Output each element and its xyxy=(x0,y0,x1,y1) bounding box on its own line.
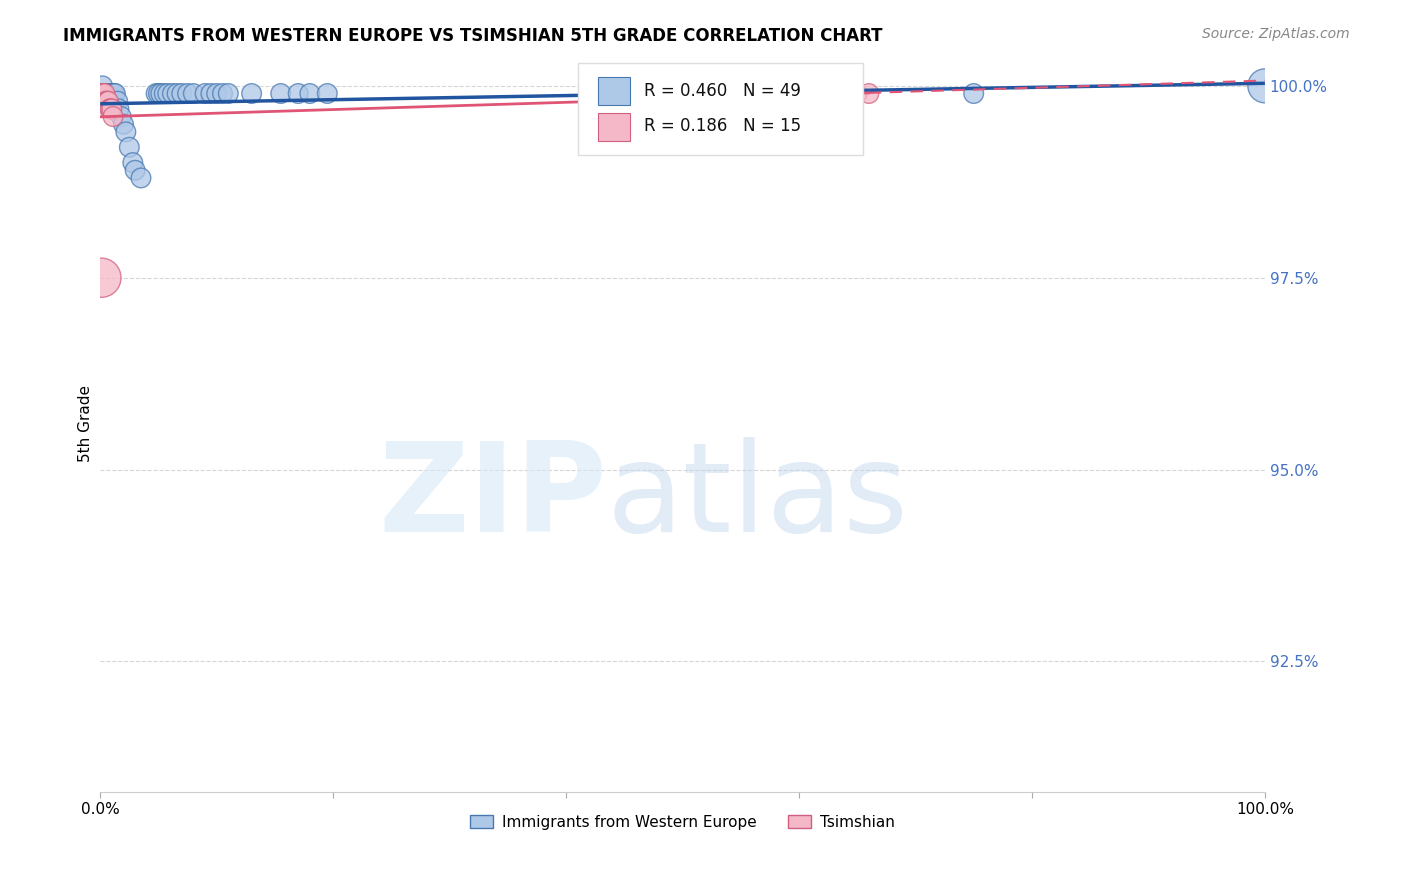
Point xyxy=(800,87,823,101)
Point xyxy=(98,102,121,116)
Point xyxy=(97,87,120,101)
Point xyxy=(240,87,263,101)
Point xyxy=(648,87,671,101)
Point xyxy=(1254,78,1277,93)
Point xyxy=(183,87,205,101)
Point xyxy=(100,87,122,101)
FancyBboxPatch shape xyxy=(578,62,863,154)
Point xyxy=(94,87,117,101)
Point xyxy=(100,102,122,116)
Point xyxy=(96,94,118,108)
Point xyxy=(205,87,228,101)
Point xyxy=(97,94,120,108)
Point xyxy=(170,87,193,101)
Point xyxy=(124,163,146,178)
Point xyxy=(101,87,124,101)
Point xyxy=(156,87,179,101)
Bar xyxy=(598,112,630,141)
Point xyxy=(118,140,141,154)
Point xyxy=(107,94,129,108)
Point xyxy=(846,87,869,101)
Point xyxy=(148,87,170,101)
Point xyxy=(93,87,115,101)
Text: ZIP: ZIP xyxy=(378,437,607,558)
Point xyxy=(217,87,239,101)
Point xyxy=(90,270,112,285)
Point xyxy=(91,87,114,101)
Point xyxy=(298,87,321,101)
Point xyxy=(104,87,127,101)
Point xyxy=(166,87,188,101)
Point xyxy=(101,102,124,116)
Y-axis label: 5th Grade: 5th Grade xyxy=(79,385,93,462)
Point xyxy=(94,94,117,108)
Point xyxy=(94,87,117,101)
Point xyxy=(834,87,856,101)
Point xyxy=(121,155,143,169)
Point xyxy=(153,87,176,101)
Point xyxy=(963,87,986,101)
Point xyxy=(176,87,198,101)
Point xyxy=(194,87,217,101)
Point xyxy=(110,110,132,124)
Point xyxy=(94,87,117,101)
Text: R = 0.460   N = 49: R = 0.460 N = 49 xyxy=(644,81,801,100)
Point xyxy=(145,87,167,101)
Point xyxy=(114,125,136,139)
Point xyxy=(90,94,112,108)
Point xyxy=(858,87,880,101)
Point xyxy=(200,87,222,101)
Point xyxy=(149,87,172,101)
Point xyxy=(101,87,124,101)
Point xyxy=(287,87,309,101)
Point xyxy=(98,87,121,101)
Text: IMMIGRANTS FROM WESTERN EUROPE VS TSIMSHIAN 5TH GRADE CORRELATION CHART: IMMIGRANTS FROM WESTERN EUROPE VS TSIMSH… xyxy=(63,27,883,45)
Point xyxy=(316,87,339,101)
Point xyxy=(103,87,125,101)
Point xyxy=(162,87,184,101)
Point xyxy=(90,87,112,101)
Legend: Immigrants from Western Europe, Tsimshian: Immigrants from Western Europe, Tsimshia… xyxy=(464,809,901,836)
Bar xyxy=(598,78,630,105)
Point xyxy=(108,102,131,116)
Text: R = 0.186   N = 15: R = 0.186 N = 15 xyxy=(644,117,801,135)
Point xyxy=(270,87,292,101)
Point xyxy=(101,110,124,124)
Point xyxy=(91,78,114,93)
Point xyxy=(90,87,112,101)
Point xyxy=(129,170,152,185)
Point xyxy=(96,87,118,101)
Point xyxy=(112,117,135,131)
Text: atlas: atlas xyxy=(607,437,908,558)
Point xyxy=(93,87,115,101)
Point xyxy=(91,87,114,101)
Point xyxy=(211,87,233,101)
Text: Source: ZipAtlas.com: Source: ZipAtlas.com xyxy=(1202,27,1350,41)
Point xyxy=(94,94,117,108)
